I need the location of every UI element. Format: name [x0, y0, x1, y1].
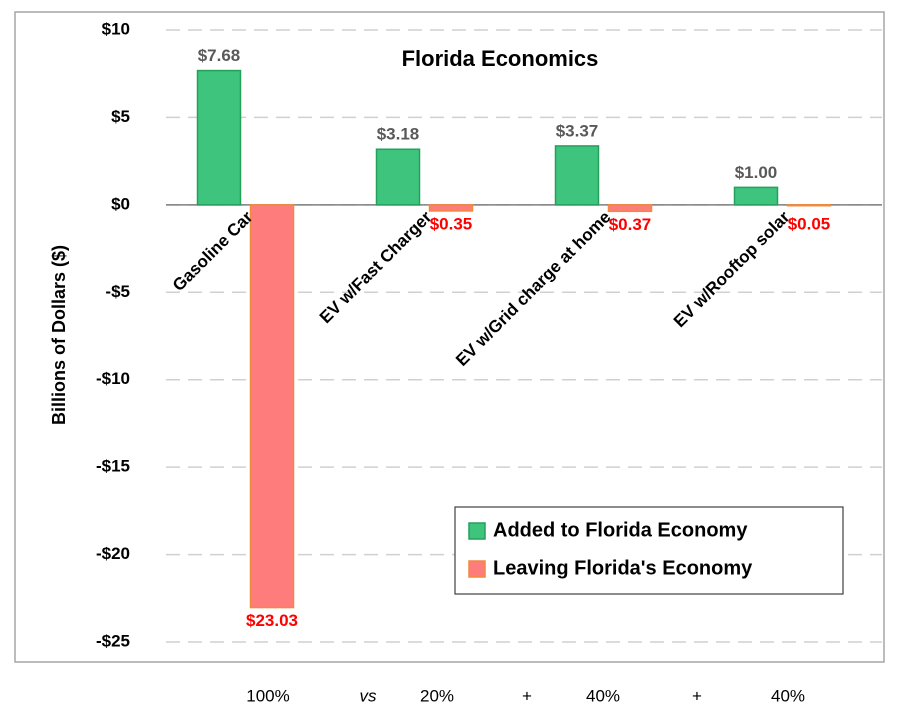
legend-swatch: [468, 522, 486, 540]
annotation: vs: [360, 686, 378, 705]
value-label: $7.68: [198, 46, 241, 65]
legend-swatch: [468, 560, 486, 578]
y-tick-label: -$20: [96, 544, 130, 563]
value-label: $23.03: [246, 611, 298, 630]
annotation: +: [692, 686, 702, 705]
annotation: 40%: [771, 686, 805, 705]
value-label: $1.00: [735, 163, 778, 182]
y-tick-label: -$5: [105, 282, 130, 301]
bar: [428, 204, 474, 212]
y-tick-label: -$15: [96, 457, 130, 476]
y-tick-label: -$10: [96, 369, 130, 388]
bar: [554, 145, 600, 206]
legend-label: Leaving Florida's Economy: [493, 557, 753, 579]
annotation: 100%: [246, 686, 289, 705]
bar: [249, 204, 295, 609]
bar: [196, 69, 242, 206]
bar: [733, 186, 779, 206]
value-label: $0.05: [788, 214, 831, 233]
value-label: $3.37: [556, 121, 599, 140]
annotation: 40%: [586, 686, 620, 705]
bar: [786, 204, 832, 207]
y-tick-label: $10: [102, 19, 130, 38]
value-label: $0.37: [609, 215, 652, 234]
bar: [375, 148, 421, 206]
bar: [607, 204, 653, 213]
annotation: +: [522, 686, 532, 705]
chart-title: Florida Economics: [402, 46, 599, 71]
y-tick-label: $0: [111, 194, 130, 213]
y-axis-label: Billions of Dollars ($): [49, 245, 69, 425]
y-tick-label: $5: [111, 107, 130, 126]
value-label: $0.35: [430, 214, 473, 233]
value-label: $3.18: [377, 125, 420, 144]
y-tick-label: -$25: [96, 631, 130, 650]
legend-box: [454, 506, 844, 595]
annotation: 20%: [420, 686, 454, 705]
legend-label: Added to Florida Economy: [493, 519, 748, 541]
